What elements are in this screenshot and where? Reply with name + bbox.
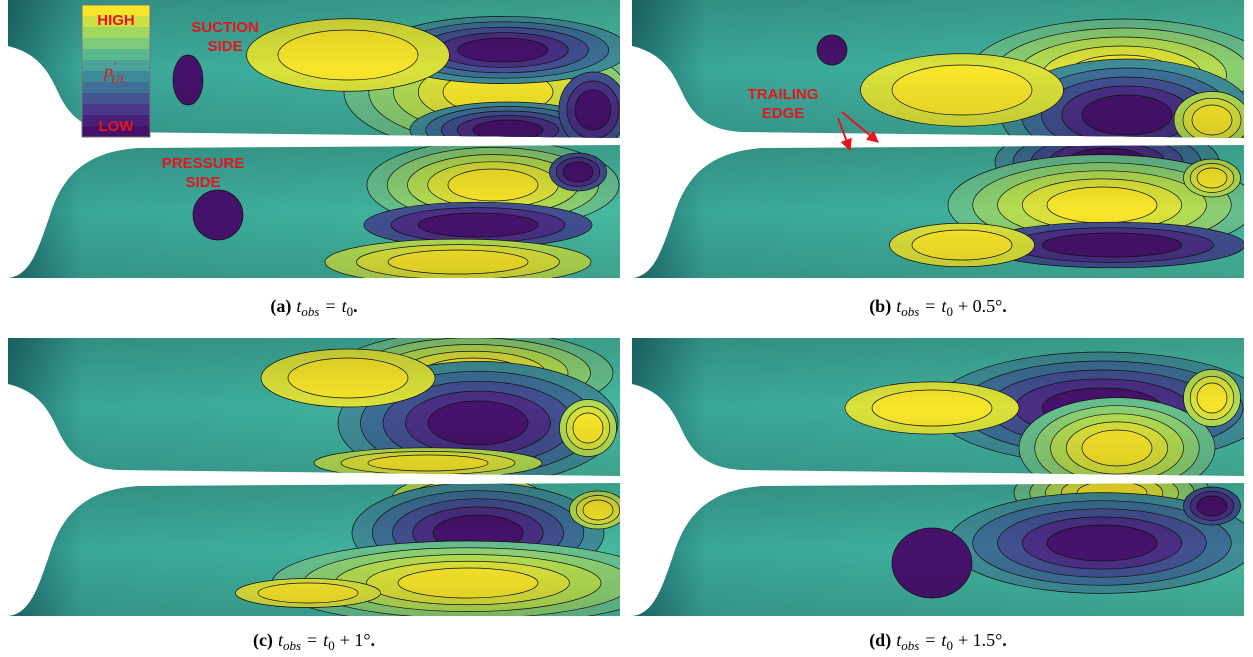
panels: (a)tobs=t0.(b)tobs=t0+ 0.5°.(c)tobs=t0+ … (8, 0, 1253, 653)
legend-low: LOW (99, 118, 135, 135)
legend-high: HIGH (97, 12, 135, 29)
caption: (d)tobs=t0+ 1.5°. (869, 630, 1007, 653)
caption-part: 0 (328, 638, 335, 653)
pressure-label: PRESSURE (162, 155, 245, 172)
suction-label: SUCTION (191, 19, 259, 36)
page: (a)tobs=t0.(b)tobs=t0+ 0.5°.(c)tobs=t0+ … (0, 0, 1253, 657)
trailing-edge-label: EDGE (762, 105, 805, 122)
blade-shade (8, 338, 620, 476)
caption-part: (c) (253, 630, 273, 651)
suction-label: SIDE (207, 38, 242, 55)
caption-part: + 0.5° (958, 296, 1002, 316)
caption-part: (b) (869, 296, 891, 317)
caption-part: obs (283, 638, 301, 653)
blade-shade (8, 483, 620, 616)
caption-part: obs (301, 304, 319, 319)
panel: (c)tobs=t0+ 1°. (8, 331, 664, 653)
caption: (c)tobs=t0+ 1°. (253, 630, 375, 653)
trailing-edge-label: TRAILING (748, 86, 819, 103)
blade-shade (632, 145, 1244, 278)
legend-band (82, 93, 150, 104)
caption-part: = (325, 296, 335, 316)
legend-band (82, 60, 150, 71)
symbol-sub: UL (111, 72, 127, 86)
panel: (d)tobs=t0+ 1.5°. (632, 338, 1253, 653)
caption: (b)tobs=t0+ 0.5°. (869, 296, 1007, 319)
caption-part: = (925, 296, 935, 316)
caption-part: = (925, 630, 935, 650)
legend-band (82, 38, 150, 49)
pressure-label: SIDE (185, 174, 220, 191)
legend-band (82, 104, 150, 115)
blade-shade (632, 0, 1244, 138)
blade-shade (632, 338, 1244, 476)
blade-shade (8, 145, 620, 278)
blade-shade (632, 483, 1244, 616)
caption-part: + 1.5° (958, 630, 1002, 650)
caption: (a)tobs=t0. (270, 296, 357, 319)
caption-part: obs (901, 304, 919, 319)
caption-part: . (371, 630, 376, 650)
caption-part: . (1002, 630, 1007, 650)
caption-part: 0 (946, 638, 953, 653)
caption-part: obs (901, 638, 919, 653)
caption-part: + 1° (340, 630, 371, 650)
caption-part: . (1002, 296, 1007, 316)
caption-part: = (307, 630, 317, 650)
caption-part: (d) (869, 630, 891, 651)
caption-part: . (353, 296, 358, 316)
caption-part: 0 (946, 304, 953, 319)
legend-band (82, 49, 150, 60)
panel: (b)tobs=t0+ 0.5°. (632, 0, 1253, 319)
caption-part: (a) (270, 296, 291, 317)
figure: (a)tobs=t0.(b)tobs=t0+ 0.5°.(c)tobs=t0+ … (0, 0, 1253, 657)
